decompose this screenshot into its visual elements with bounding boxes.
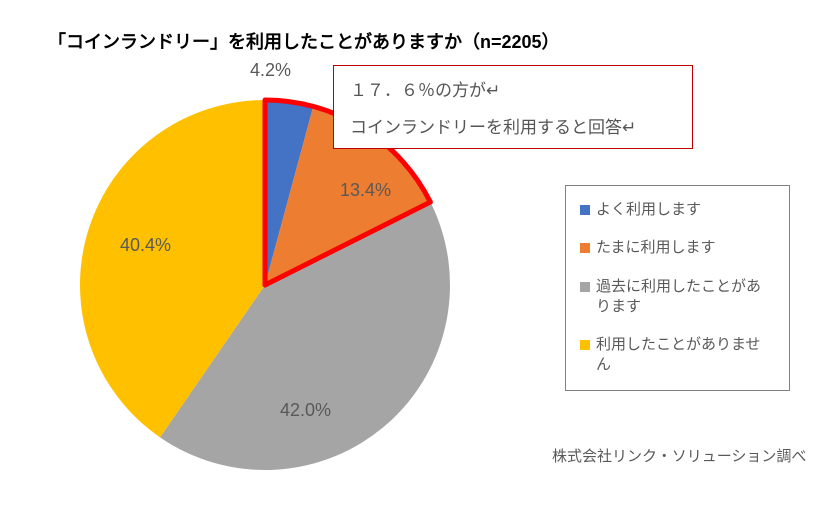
return-icon: ↵ (486, 81, 500, 100)
data-label-0: 4.2% (250, 60, 291, 81)
credit-text: 株式会社リンク・ソリューション調べ (552, 445, 806, 466)
callout-line-2: コインランドリーを利用すると回答↵ (350, 113, 676, 138)
legend-label: たまに利用します (596, 238, 716, 258)
data-label-3: 40.4% (120, 235, 171, 256)
legend-item: 利用したことがありません (580, 335, 775, 376)
callout-line-1-text: １７．６％の方が (350, 81, 486, 100)
callout-line-2-text: コインランドリーを利用すると回答 (350, 118, 622, 137)
legend-item: たまに利用します (580, 238, 775, 258)
legend-swatch (580, 282, 590, 292)
legend-label: よく利用します (596, 200, 701, 220)
legend: よく利用します たまに利用します 過去に利用したことがあります 利用したことがあ… (565, 185, 790, 391)
legend-item: 過去に利用したことがあります (580, 277, 775, 318)
legend-swatch (580, 340, 590, 350)
callout-box: １７．６％の方が↵ コインランドリーを利用すると回答↵ (333, 65, 693, 149)
legend-item: よく利用します (580, 200, 775, 220)
data-label-2: 42.0% (280, 400, 331, 421)
legend-label: 利用したことがありません (596, 335, 775, 376)
data-label-1: 13.4% (340, 180, 391, 201)
chart-canvas: 「コインランドリー」を利用したことがありますか（n=2205） 4.2% 13.… (0, 0, 840, 500)
return-icon: ↵ (622, 118, 636, 137)
legend-swatch (580, 205, 590, 215)
legend-label: 過去に利用したことがあります (596, 277, 775, 318)
callout-line-1: １７．６％の方が↵ (350, 76, 676, 101)
legend-swatch (580, 243, 590, 253)
